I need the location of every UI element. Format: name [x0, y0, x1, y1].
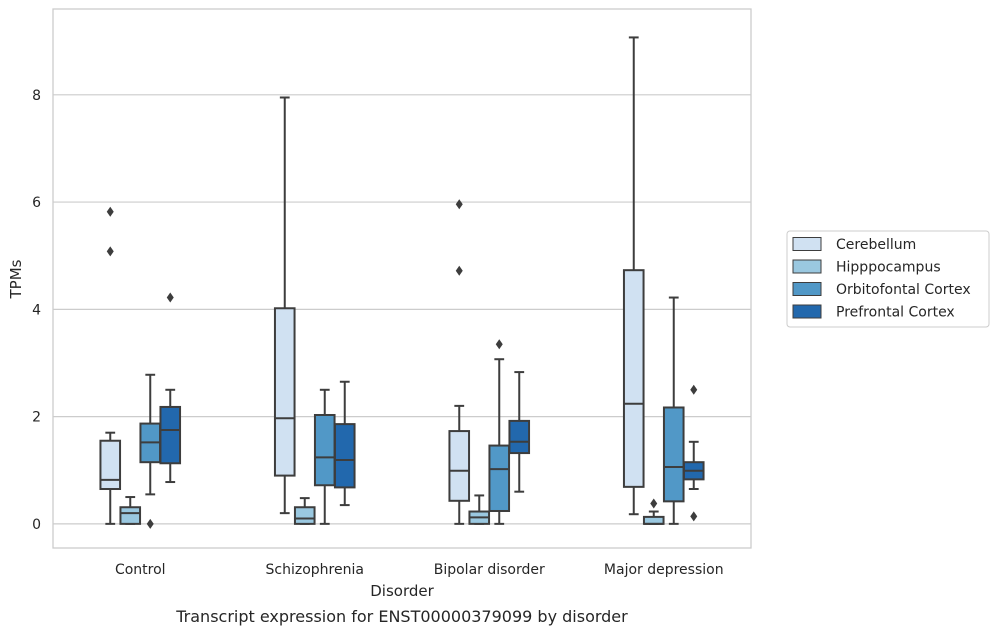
box-layer [99, 36, 705, 529]
box-group [99, 206, 122, 525]
box-group [139, 373, 162, 529]
y-tick-label: 6 [32, 195, 41, 211]
box-group [682, 384, 705, 522]
x-tick-label: Control [115, 562, 166, 578]
box [642, 515, 665, 525]
box [273, 307, 296, 477]
outlier-marker [495, 339, 503, 350]
box-group [642, 498, 665, 525]
box-group [293, 497, 316, 525]
box [622, 269, 645, 488]
box [488, 444, 511, 512]
box-group [273, 96, 296, 515]
box-group [448, 199, 471, 525]
box [448, 430, 471, 502]
outlier-marker [166, 292, 174, 303]
legend-frame [786, 230, 990, 328]
legend: Cerebellum Hipppocampus Orbitofontal Corte… [786, 230, 990, 328]
box [99, 439, 122, 491]
box-group [159, 292, 182, 484]
box-group [662, 296, 685, 525]
legend-swatch [792, 237, 822, 251]
outlier-marker [650, 498, 658, 509]
box-group [508, 371, 531, 493]
y-tick-label: 4 [32, 302, 41, 318]
legend-label: Cerebellum [836, 237, 916, 253]
legend-swatch [792, 259, 822, 274]
box-group [333, 380, 356, 507]
y-tick-label: 0 [32, 517, 41, 533]
outlier-marker [690, 511, 698, 522]
tick-labels: 0 2 4 6 8 Control Schizophrenia Bipolar disorde… [32, 88, 724, 578]
y-axis-label: TPMs [7, 259, 25, 299]
outlier-marker [146, 518, 154, 529]
box [119, 506, 142, 525]
x-axis-label: Disorder [370, 582, 434, 600]
outlier-marker [106, 246, 114, 257]
box-group [468, 494, 491, 525]
box [159, 405, 182, 465]
outlier-marker [690, 384, 698, 395]
box [662, 406, 685, 503]
x-tick-label: Bipolar disorder [434, 562, 545, 578]
legend-swatch [792, 304, 822, 319]
outlier-marker [455, 199, 463, 210]
legend-label: Orbitofontal Cortex [836, 282, 971, 298]
box-group [488, 339, 511, 525]
chart-caption: Transcript expression for ENST0000037909… [175, 607, 628, 626]
legend-label: Prefrontal Cortex [836, 305, 955, 321]
x-tick-label: Schizophrenia [266, 562, 364, 578]
box [313, 413, 336, 487]
box [333, 423, 356, 489]
y-tick-label: 2 [32, 410, 41, 426]
outlier-marker [455, 265, 463, 276]
legend-swatch [792, 282, 822, 296]
box [508, 419, 531, 455]
box-group [119, 496, 142, 525]
box-group [622, 36, 645, 516]
box [293, 506, 316, 525]
box-group [313, 388, 336, 525]
legend-label: Hipppocampus [836, 260, 941, 276]
outlier-marker [106, 206, 114, 217]
y-tick-label: 8 [32, 88, 41, 104]
plot-frame [52, 8, 752, 549]
x-tick-label: Major depression [604, 562, 724, 578]
